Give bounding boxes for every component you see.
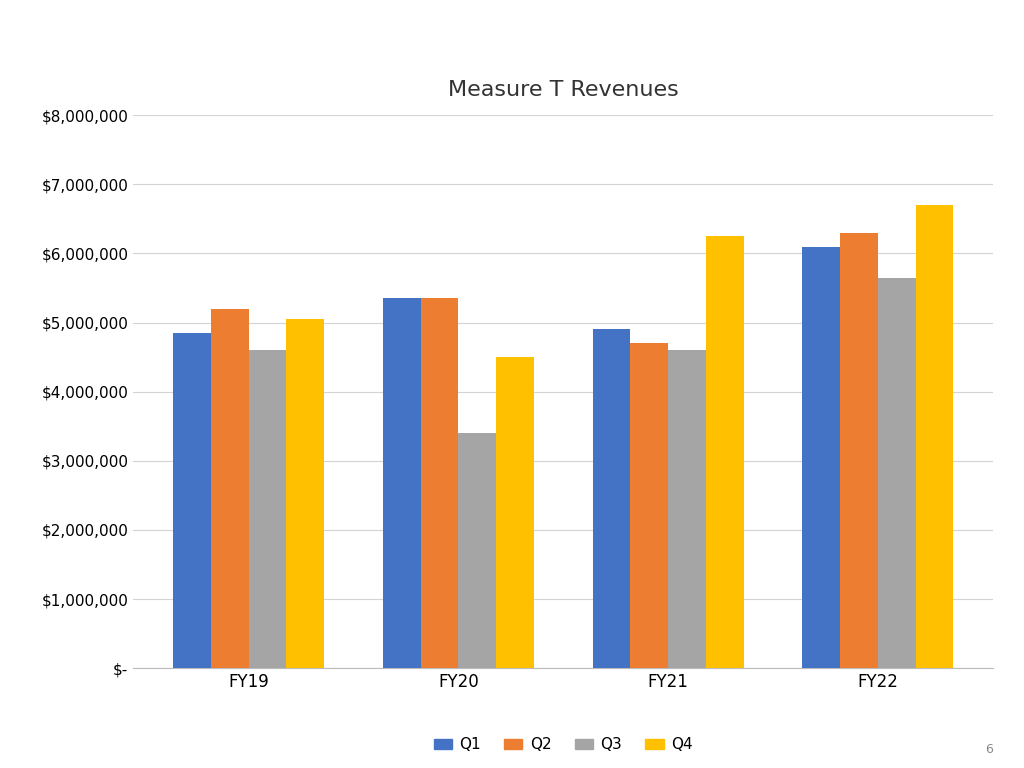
Bar [211, 309, 249, 668]
Bar [593, 329, 631, 668]
Bar [840, 233, 878, 668]
Bar [668, 350, 706, 668]
Bar [249, 350, 287, 668]
Bar [459, 433, 496, 668]
Title: Measure T Revenues: Measure T Revenues [447, 80, 679, 100]
Bar [173, 333, 211, 668]
Bar [421, 299, 459, 668]
Bar [878, 278, 915, 668]
Bar [803, 247, 840, 668]
Bar [631, 343, 668, 668]
Bar [706, 237, 743, 668]
Bar [287, 319, 324, 668]
Bar [496, 357, 534, 668]
Text: 6: 6 [985, 743, 993, 756]
Legend: Q1, Q2, Q3, Q4: Q1, Q2, Q3, Q4 [427, 731, 699, 758]
Bar [383, 299, 421, 668]
Bar [915, 205, 953, 668]
Text: Measure T Revenue Comparison: Measure T Revenue Comparison [26, 33, 578, 62]
